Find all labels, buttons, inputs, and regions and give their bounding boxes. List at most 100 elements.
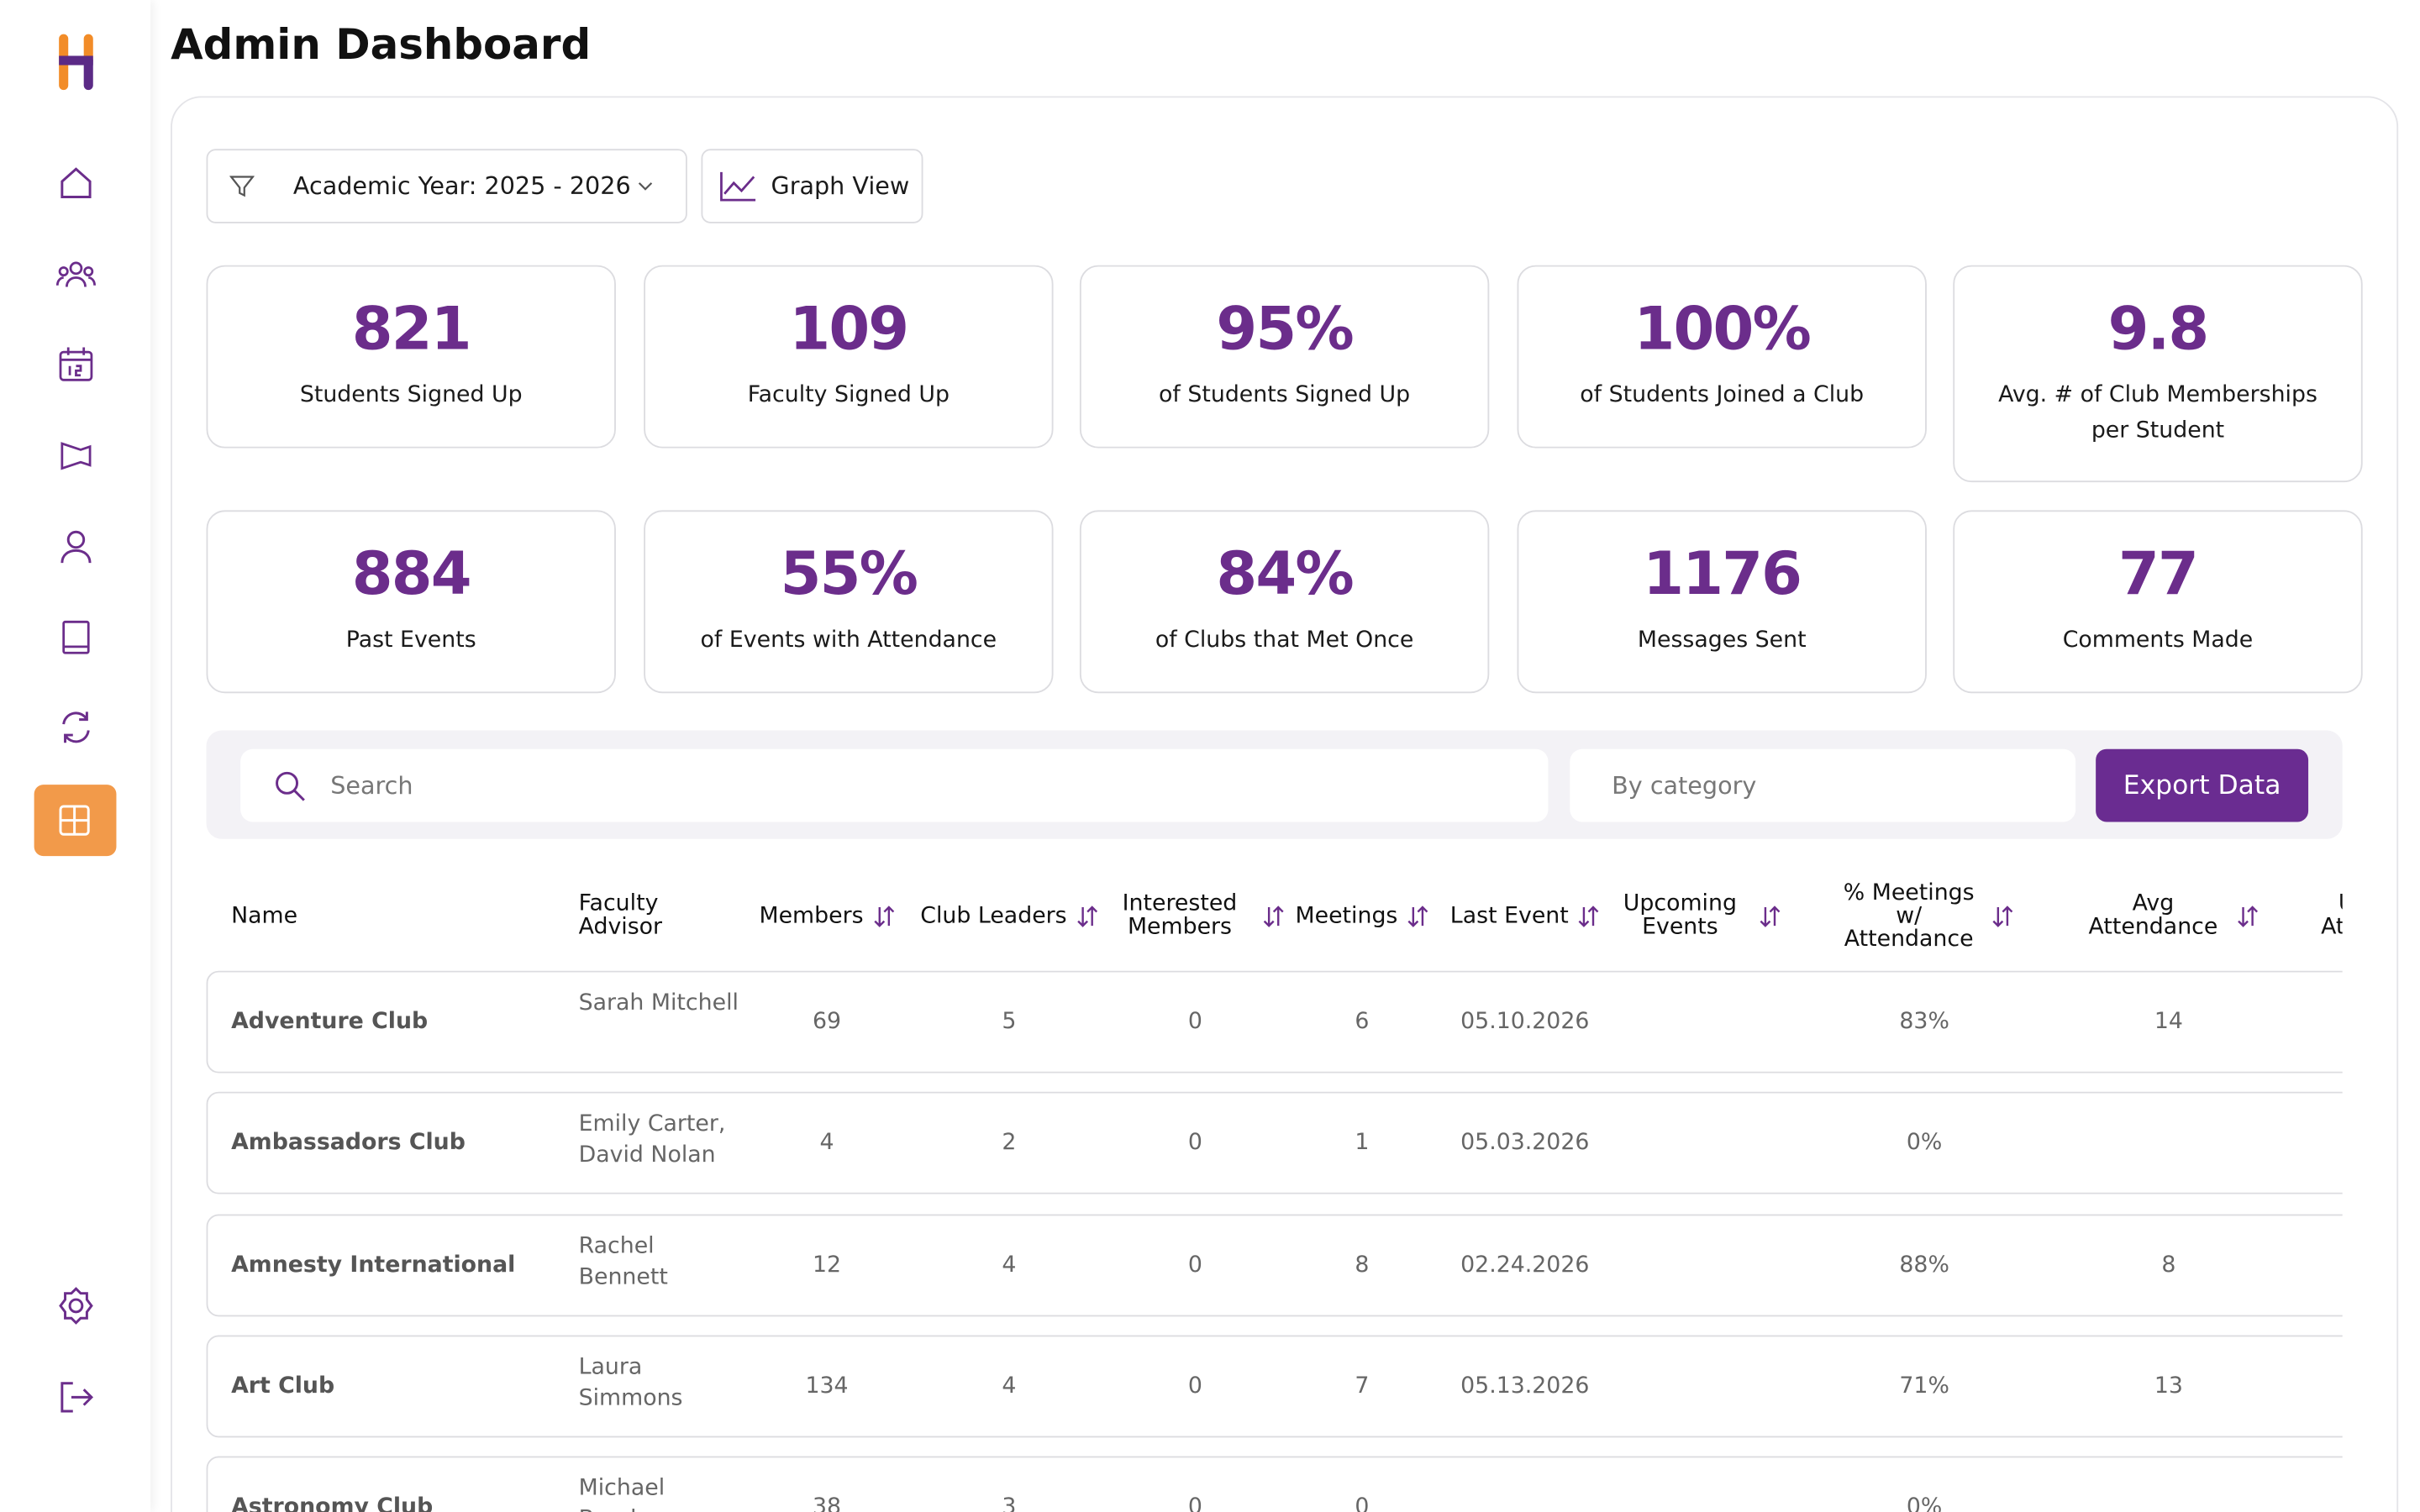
table-cell: 5 [1002, 1009, 1017, 1035]
home-icon[interactable] [55, 163, 96, 203]
table-cell: 05.10.2026 [1460, 1009, 1590, 1035]
stat-card: 95% of Students Signed Up [1079, 265, 1490, 449]
column-header-label: Faculty Advisor [578, 891, 663, 940]
calendar-icon[interactable] [55, 344, 96, 385]
sort-icon[interactable] [1760, 906, 1781, 927]
stat-card: 9.8 Avg. # of Club Memberships per Studen… [1953, 265, 2363, 483]
sync-icon[interactable] [55, 707, 96, 748]
sort-icon[interactable] [2236, 906, 2258, 927]
stat-label: Messages Sent [1637, 627, 1807, 654]
column-header-label: Club Leaders [920, 903, 1067, 928]
club-name: Astronomy Club [231, 1495, 434, 1512]
stat-value: 109 [789, 294, 909, 364]
announcements-icon[interactable] [55, 436, 96, 476]
year-filter-label: Academic Year: 2025 - 2026 [292, 171, 631, 201]
sort-icon[interactable] [1578, 906, 1600, 927]
stat-card: 884 Past Events [206, 510, 616, 694]
table-cell: 0 [1187, 1131, 1202, 1156]
export-button[interactable]: Export Data [2096, 748, 2309, 822]
clubs-icon[interactable] [55, 255, 97, 295]
table-cell: 38 [812, 1495, 842, 1512]
stat-value: 1176 [1643, 539, 1802, 608]
table-row[interactable]: Astronomy Club Michael Brooks 38 3 0 0 0% [206, 1456, 2343, 1512]
table-cell: 4 [1002, 1373, 1017, 1399]
category-select[interactable]: By category [1570, 748, 2076, 822]
page-title: Admin Dashboard [171, 21, 592, 71]
stat-value: 9.8 [2107, 294, 2210, 364]
table-cell: 0 [1187, 1252, 1202, 1278]
stat-card: 84% of Clubs that Met Once [1079, 510, 1490, 694]
column-header: Name [231, 890, 541, 943]
stat-card: 109 Faculty Signed Up [644, 265, 1054, 449]
stat-label: of Clubs that Met Once [1155, 627, 1414, 654]
sidebar [0, 0, 151, 1512]
stat-value: 95% [1216, 294, 1354, 364]
column-header: Club Leaders [913, 890, 1107, 943]
table-cell: 0 [1187, 1373, 1202, 1399]
settings-icon[interactable] [55, 1285, 96, 1326]
sort-icon[interactable] [1991, 906, 2013, 927]
stat-label: Students Signed Up [299, 383, 523, 408]
year-filter[interactable]: Academic Year: 2025 - 2026 [206, 149, 687, 223]
sort-icon[interactable] [1407, 906, 1428, 927]
table-cell: 12 [812, 1252, 842, 1278]
table-cell: 88% [1899, 1252, 1949, 1278]
column-header: Members [741, 890, 912, 943]
table-cell: 4 [1002, 1252, 1017, 1278]
logout-icon[interactable] [55, 1377, 96, 1417]
graph-view-label: Graph View [771, 171, 910, 201]
stat-card: 821 Students Signed Up [206, 265, 616, 449]
table-cell: 6 [1355, 1009, 1370, 1035]
graph-icon [720, 171, 756, 202]
column-header-label: Upcoming Events [1623, 891, 1737, 940]
stat-value: 55% [780, 539, 918, 608]
table-cell: 14 [2154, 1009, 2183, 1035]
club-name: Amnesty International [231, 1252, 516, 1278]
table-row[interactable]: Amnesty International Rachel Bennett 12 4 0 8… [206, 1213, 2343, 1316]
stat-value: 100% [1634, 294, 1812, 364]
table-cell: Sarah Mitchell [578, 990, 739, 1016]
stat-label: Avg. # of Club Memberships per Student [1998, 383, 2317, 444]
table-cell: 4 [819, 1131, 834, 1156]
table-cell: Laura Simmons [578, 1355, 683, 1411]
sort-icon[interactable] [1263, 906, 1285, 927]
sort-icon[interactable] [1076, 906, 1098, 927]
stat-value: 821 [351, 294, 472, 364]
column-header: Unique Attendees [2301, 890, 2343, 943]
column-header-label: % Meetings w/ Attendance [1843, 879, 1975, 952]
table-row[interactable]: Art Club Laura Simmons 134 4 0 7 05.13.2026 71%… [206, 1335, 2343, 1438]
stat-value: 84% [1216, 539, 1354, 608]
table-cell: 0 [1355, 1495, 1370, 1512]
search-icon [276, 770, 305, 801]
column-header: Faculty Advisor [579, 890, 734, 943]
stat-card: 77 Comments Made [1953, 510, 2363, 694]
book-icon[interactable] [55, 617, 96, 658]
stat-card: 1176 Messages Sent [1517, 510, 1927, 694]
stat-label: Faculty Signed Up [747, 383, 950, 408]
sort-icon[interactable] [873, 906, 895, 927]
table-cell: 7 [1355, 1373, 1370, 1399]
column-header-label: Unique Attendees [2321, 892, 2343, 940]
column-header: Avg Attendance [2044, 890, 2292, 943]
column-header-label: Interested Members [1122, 891, 1238, 940]
clubs-table: Name Faculty Advisor Members Club Leaders In… [206, 869, 2343, 1512]
stat-label: Past Events [345, 627, 476, 654]
column-header: Interested Members [1106, 890, 1284, 943]
stat-card: 55% of Events with Attendance [644, 510, 1054, 694]
table-cell: 02.24.2026 [1460, 1252, 1590, 1278]
column-header-label: Meetings [1295, 903, 1398, 928]
stat-label: of Students Signed Up [1159, 383, 1411, 408]
profile-icon[interactable] [55, 526, 96, 566]
search-input[interactable]: Search [240, 748, 1549, 822]
column-header-label: Last Event [1449, 903, 1569, 928]
table-cell: Rachel Bennett [578, 1233, 668, 1290]
stat-label: of Events with Attendance [700, 627, 997, 654]
table-row[interactable]: Ambassadors Club Emily Carter, David Nola… [206, 1092, 2343, 1195]
table-cell: 0 [1187, 1009, 1202, 1035]
table-cell: 69 [812, 1009, 842, 1035]
graph-view-button[interactable]: Graph View [701, 149, 923, 223]
table-row[interactable]: Adventure Club Sarah Mitchell 69 5 0 6 05.10.2… [206, 970, 2343, 1074]
dashboard-nav-active[interactable] [34, 785, 117, 857]
